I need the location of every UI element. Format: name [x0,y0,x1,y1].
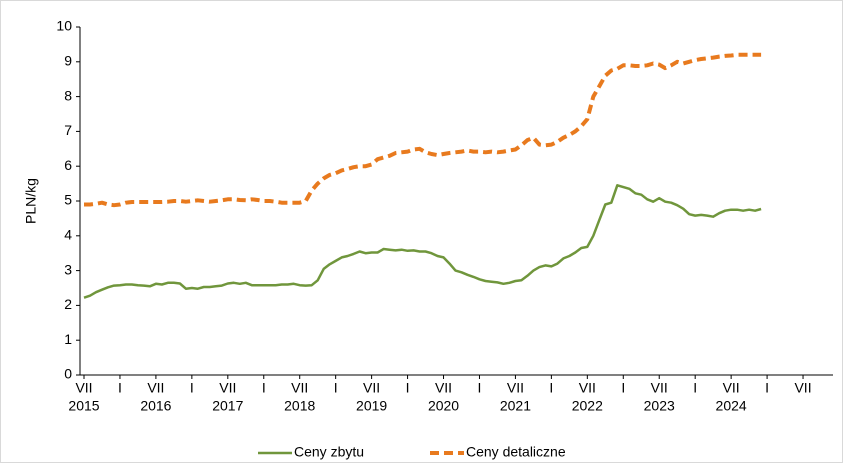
x-tick-label: VII [435,380,452,396]
y-tick-label: 7 [64,122,72,138]
x-tick-label: I [549,380,553,396]
x-tick-label: I [190,380,194,396]
legend-label: Ceny zbytu [294,444,364,460]
y-tick-label: 8 [64,87,72,103]
x-year-label: 2020 [428,398,459,414]
x-tick-label: VII [363,380,380,396]
x-tick-label: I [693,380,697,396]
x-year-label: 2023 [644,398,675,414]
x-tick-label: VII [219,380,236,396]
y-tick-label: 6 [64,157,72,173]
legend-label: Ceny detaliczne [466,444,566,460]
x-tick-label: I [621,380,625,396]
y-tick-label: 1 [64,331,72,347]
x-year-label: 2022 [572,398,603,414]
x-tick-label: VII [507,380,524,396]
x-year-label: 2015 [68,398,99,414]
y-tick-label: 4 [64,227,72,243]
y-axis-label: PLN/kg [23,178,39,224]
y-tick-label: 10 [56,18,72,34]
y-tick-label: 2 [64,296,72,312]
x-tick-label: I [478,380,482,396]
x-tick-label: VII [147,380,164,396]
series-line [83,184,762,299]
x-tick-label: I [118,380,122,396]
x-tick-label: VII [651,380,668,396]
y-tick-label: 3 [64,261,72,277]
x-year-label: 2018 [284,398,315,414]
x-tick-label: VII [291,380,308,396]
x-year-label: 2024 [716,398,747,414]
x-tick-label: I [406,380,410,396]
y-tick-label: 5 [64,192,72,208]
y-tick-label: 0 [64,366,72,382]
x-tick-label: I [765,380,769,396]
x-tick-label: VII [579,380,596,396]
x-tick-label: I [334,380,338,396]
x-tick-label: VII [794,380,811,396]
x-year-label: 2019 [356,398,387,414]
y-tick-label: 9 [64,53,72,69]
x-year-label: 2016 [140,398,171,414]
x-tick-label: I [262,380,266,396]
x-year-label: 2021 [500,398,531,414]
x-tick-label: VII [723,380,740,396]
x-tick-label: VII [75,380,92,396]
series-line [84,52,762,208]
x-year-label: 2017 [212,398,243,414]
